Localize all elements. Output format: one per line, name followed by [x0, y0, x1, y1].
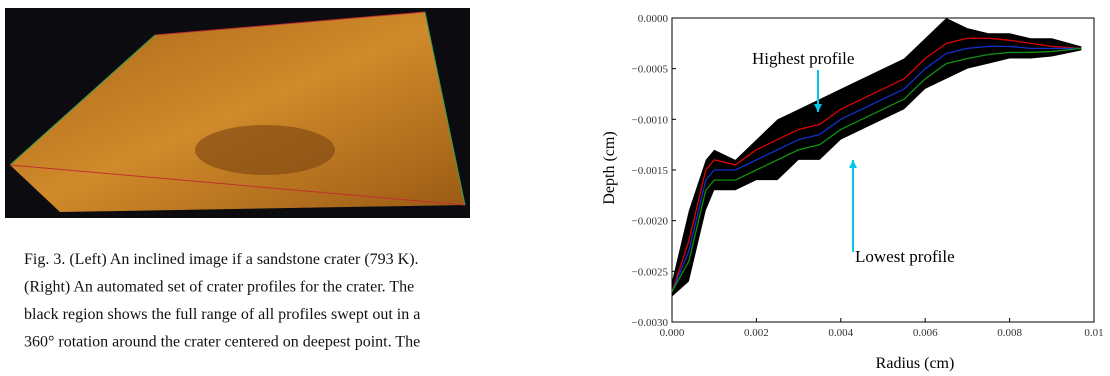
x-tick-label: 0.01 — [1084, 327, 1103, 339]
y-tick-label: 0.0000 — [638, 13, 669, 25]
caption-line: 360° rotation around the crater centered… — [24, 334, 420, 351]
y-tick-label: −0.0020 — [632, 216, 669, 228]
caption: Fig. 3. (Left) An inclined image if a sa… — [24, 251, 420, 351]
profile-line — [671, 47, 1082, 292]
annotation: Highest profile — [752, 49, 854, 68]
x-tick-label: 0.008 — [997, 327, 1022, 339]
x-tick-label: 0.002 — [744, 327, 769, 339]
y-tick-label: −0.0030 — [632, 317, 669, 329]
y-tick-label: −0.0015 — [632, 165, 669, 177]
caption-line: Fig. 3. (Left) An inclined image if a sa… — [24, 251, 419, 268]
y-tick-label: −0.0025 — [632, 266, 669, 278]
y-tick-label: −0.0005 — [632, 64, 669, 76]
caption-line: black region shows the full range of all… — [24, 306, 420, 323]
y-tick-label: −0.0010 — [632, 114, 669, 126]
chart: 0.0000 −0.0005 −0.0010 −0.0015 −0.0020 −0.002… — [632, 13, 1104, 339]
x-axis-label: Radius (cm) — [876, 355, 955, 372]
x-tick-label: 0.000 — [660, 327, 685, 339]
crater-image — [5, 8, 470, 218]
profile-line — [671, 37, 1082, 292]
x-tick-label: 0.004 — [828, 327, 853, 339]
caption-line: (Right) An automated set of crater profi… — [24, 279, 414, 296]
profile-line — [671, 45, 1082, 292]
profile-range — [672, 18, 1082, 297]
x-tick-label: 0.006 — [913, 327, 938, 339]
arrow-head — [849, 160, 857, 168]
y-axis-label: Depth (cm) — [601, 131, 618, 204]
annotation: Lowest profile — [855, 247, 955, 266]
arrow-head — [814, 104, 822, 112]
